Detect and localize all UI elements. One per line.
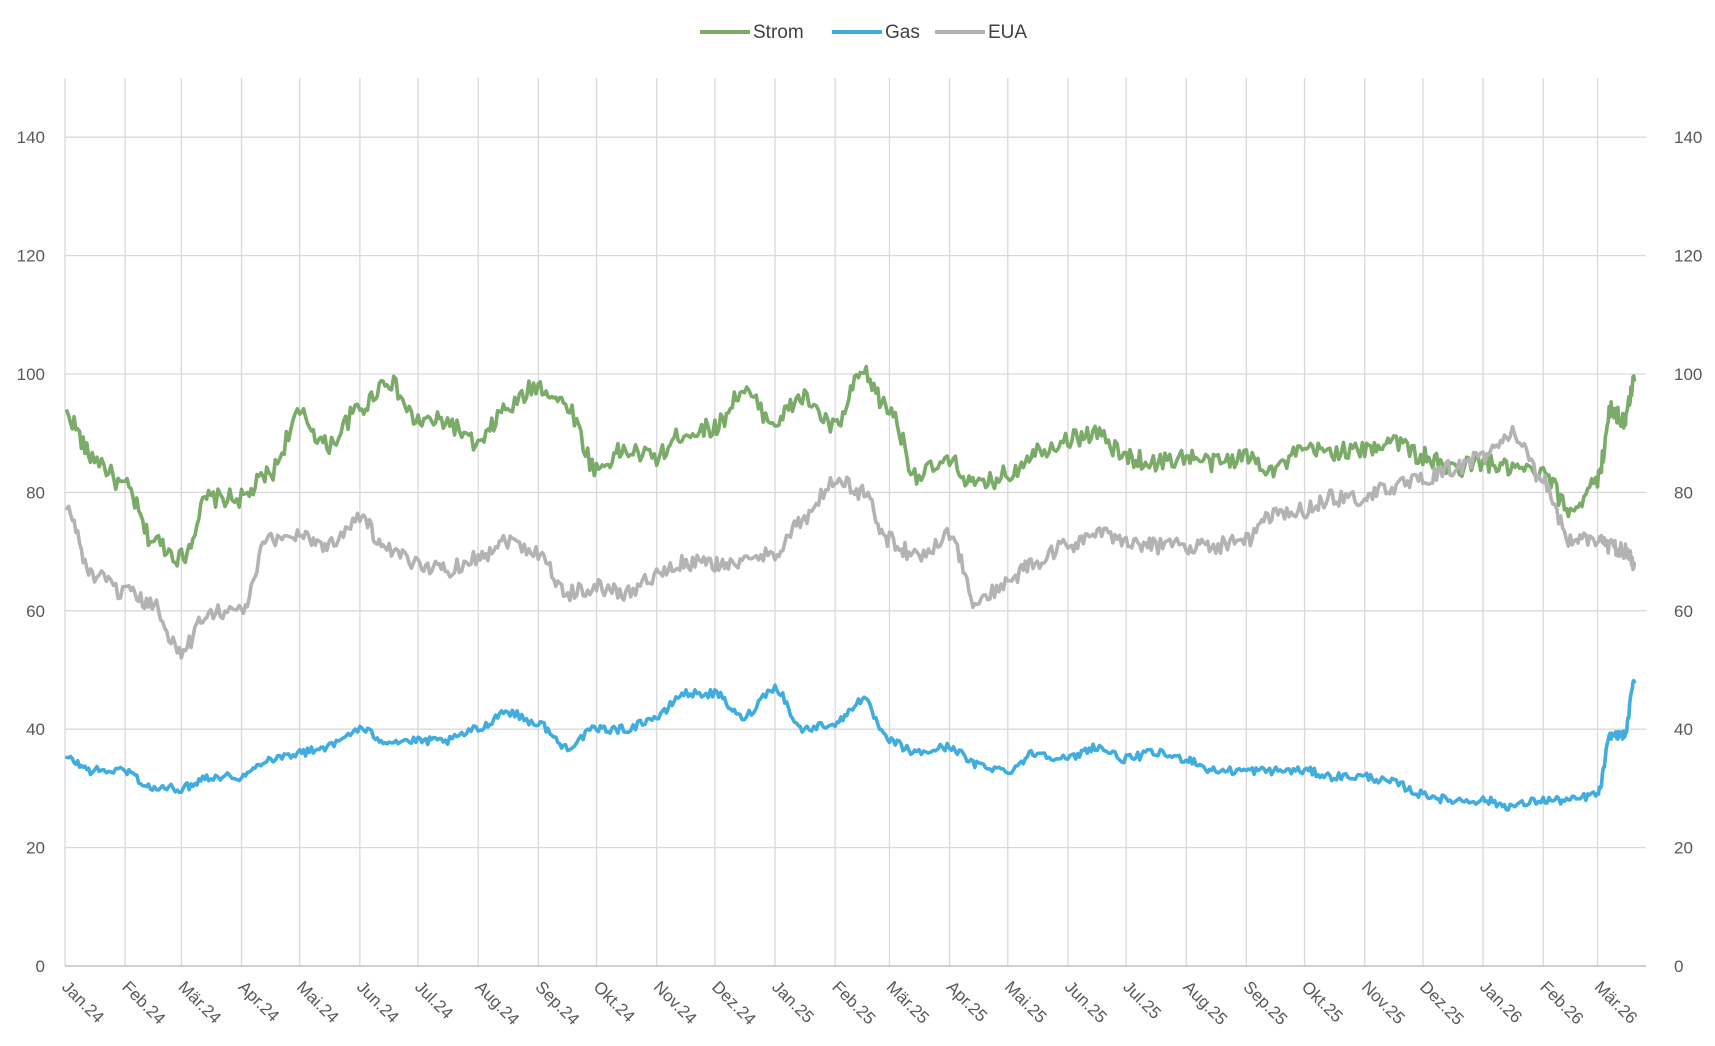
y-tick-label-left: 100 [17, 365, 45, 384]
x-tick-label: Okt.25 [1298, 977, 1347, 1026]
y-tick-label-left: 120 [17, 247, 45, 266]
x-tick-label: Mär.26 [1591, 977, 1641, 1027]
x-tick-label: Jul.25 [1119, 977, 1165, 1023]
y-tick-label-right: 80 [1674, 483, 1693, 502]
x-tick-label: Dez.25 [1416, 977, 1468, 1029]
series-layer [65, 364, 1637, 812]
x-tick-label: Aug.25 [1179, 977, 1231, 1029]
x-tick-label: Jan.24 [58, 977, 108, 1027]
series-line-gas [65, 678, 1637, 812]
x-axis: Jan.24 Feb.24 Mär.24 Apr.24 Mai.24 Jun.24 Jul.… [58, 977, 1641, 1029]
y-tick-label-left: 20 [26, 839, 45, 858]
legend-label-gas[interactable]: Gas [885, 22, 920, 43]
x-tick-label: Dez.24 [708, 977, 760, 1029]
grid-lines [64, 78, 1646, 967]
legend[interactable]: Strom Gas EUA [700, 22, 1027, 43]
y-tick-label-right: 40 [1674, 720, 1693, 739]
x-tick-label: Feb.25 [828, 977, 879, 1028]
y-tick-label-left: 0 [36, 957, 45, 976]
series-line-strom [65, 364, 1637, 568]
x-tick-label: Sep.24 [532, 977, 584, 1029]
x-tick-label: Mai.25 [1001, 977, 1051, 1027]
y-tick-label-left: 40 [26, 720, 45, 739]
x-tick-label: Nov.25 [1358, 977, 1409, 1028]
y-axis-left: 0 20 40 60 80 100 120 140 [17, 128, 45, 976]
y-axis-right: 0 20 40 60 80 100 120 140 [1674, 128, 1702, 976]
x-tick-label: Jan.25 [768, 977, 818, 1027]
x-tick-label: Apr.24 [235, 977, 283, 1025]
x-tick-label: Sep.25 [1240, 977, 1292, 1029]
x-tick-label: Feb.26 [1536, 977, 1587, 1028]
legend-label-eua[interactable]: EUA [988, 22, 1027, 43]
series-line-eua [65, 424, 1637, 660]
y-tick-label-right: 0 [1674, 957, 1683, 976]
x-tick-label: Apr.25 [943, 977, 991, 1025]
x-tick-label: Nov.24 [650, 977, 701, 1028]
y-tick-label-right: 60 [1674, 602, 1693, 621]
x-tick-label: Jun.25 [1061, 977, 1111, 1027]
y-tick-label-right: 120 [1674, 247, 1702, 266]
x-tick-label: Jun.24 [353, 977, 403, 1027]
y-tick-label-right: 140 [1674, 128, 1702, 147]
x-tick-label: Mär.24 [175, 977, 225, 1027]
x-tick-label: Mär.25 [883, 977, 933, 1027]
y-tick-label-right: 20 [1674, 839, 1693, 858]
y-tick-label-left: 80 [26, 483, 45, 502]
x-tick-label: Jul.24 [411, 977, 457, 1023]
y-tick-label-left: 60 [26, 602, 45, 621]
x-tick-label: Aug.24 [471, 977, 523, 1029]
y-tick-label-left: 140 [17, 128, 45, 147]
legend-label-strom[interactable]: Strom [753, 22, 804, 43]
x-tick-label: Mai.24 [293, 977, 343, 1027]
x-tick-label: Okt.24 [590, 977, 639, 1026]
x-tick-label: Jan.26 [1476, 977, 1526, 1027]
x-tick-label: Feb.24 [118, 977, 169, 1028]
y-tick-label-right: 100 [1674, 365, 1702, 384]
